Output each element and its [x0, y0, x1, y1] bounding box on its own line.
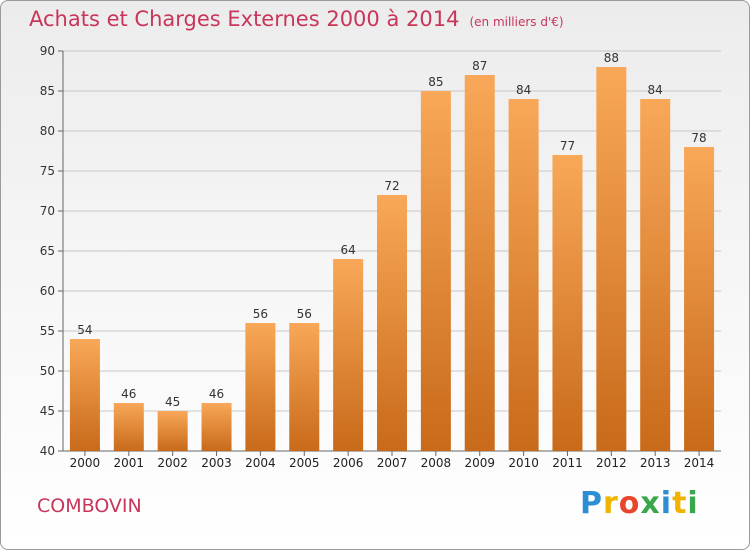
y-tick-label: 40: [40, 444, 55, 458]
bar-2004: [245, 323, 276, 451]
logo-letter: i: [687, 486, 699, 521]
bar-value-label-2009: 87: [472, 59, 487, 73]
y-tick-label: 45: [40, 404, 55, 418]
bar-value-label-2012: 88: [604, 51, 619, 65]
bar-value-label-2013: 84: [648, 83, 663, 97]
bar-value-label-2004: 56: [253, 307, 268, 321]
logo-letter: t: [672, 486, 688, 521]
bar-2012: [596, 67, 627, 451]
bar-2011: [552, 155, 583, 451]
bar-value-label-2006: 64: [340, 243, 355, 257]
y-tick-label: 75: [40, 164, 55, 178]
bar-2010: [508, 99, 539, 451]
y-tick-label: 65: [40, 244, 55, 258]
bar-2000: [69, 339, 100, 451]
chart-title: Achats et Charges Externes 2000 à 2014 (e…: [29, 7, 564, 31]
bar-2003: [201, 403, 232, 451]
bar-value-label-2007: 72: [384, 179, 399, 193]
bar-value-label-2010: 84: [516, 83, 531, 97]
bar-2007: [377, 195, 407, 451]
bar-2014: [684, 147, 715, 451]
commune-name: COMBOVIN: [37, 495, 142, 517]
proxiti-logo[interactable]: Proxiti: [580, 486, 699, 521]
y-tick-label: 50: [40, 364, 55, 378]
bar-value-label-2002: 45: [165, 395, 180, 409]
y-tick-label: 60: [40, 284, 55, 298]
y-tick-label: 80: [40, 124, 55, 138]
bar-value-label-2005: 56: [297, 307, 312, 321]
bar-value-label-2014: 78: [691, 131, 706, 145]
x-tick-label-2011: 2011: [552, 456, 583, 470]
x-tick-label-2013: 2013: [640, 456, 671, 470]
logo-letter: x: [640, 486, 661, 521]
logo-letter: i: [660, 486, 673, 521]
bar-2002: [157, 411, 188, 451]
labels: 2000 54 2001 46 2002 45 2003 46 2004 56 2005 56 2006…: [70, 51, 715, 470]
x-tick-label-2004: 2004: [245, 456, 276, 470]
x-tick-label-2002: 2002: [157, 456, 188, 470]
bar-2013: [640, 99, 671, 451]
bar-2005: [289, 323, 320, 451]
y-tick-label: 55: [40, 324, 55, 338]
y-tick-label: 70: [40, 204, 55, 218]
bar-2009: [464, 75, 495, 451]
bar-2001: [113, 403, 144, 451]
bars: [69, 67, 715, 451]
x-tick-label-2009: 2009: [464, 456, 495, 470]
bar-2008: [420, 91, 451, 451]
bar-value-label-2008: 85: [428, 75, 443, 89]
logo-letter: P: [580, 486, 603, 521]
y-tick-label: 90: [40, 44, 55, 58]
bar-value-label-2000: 54: [77, 323, 92, 337]
logo-letter: r: [603, 486, 619, 521]
x-tick-label-2005: 2005: [289, 456, 320, 470]
x-tick-label-2012: 2012: [596, 456, 627, 470]
bar-2006: [333, 259, 364, 451]
chart-title-text: Achats et Charges Externes 2000 à 2014: [29, 7, 460, 31]
x-tick-label-2008: 2008: [421, 456, 452, 470]
x-tick-label-2010: 2010: [508, 456, 539, 470]
x-tick-label-2014: 2014: [684, 456, 715, 470]
x-tick-label-2003: 2003: [201, 456, 232, 470]
x-tick-label-2006: 2006: [333, 456, 364, 470]
bar-value-label-2003: 46: [209, 387, 224, 401]
x-tick-label-2007: 2007: [377, 456, 408, 470]
x-tick-label-2000: 2000: [70, 456, 101, 470]
chart-subtitle: (en milliers d'€): [469, 15, 564, 29]
x-tick-label-2001: 2001: [114, 456, 145, 470]
y-tick-label: 85: [40, 84, 55, 98]
bar-value-label-2001: 46: [121, 387, 136, 401]
logo-letter: o: [618, 486, 641, 521]
bar-value-label-2011: 77: [560, 139, 575, 153]
